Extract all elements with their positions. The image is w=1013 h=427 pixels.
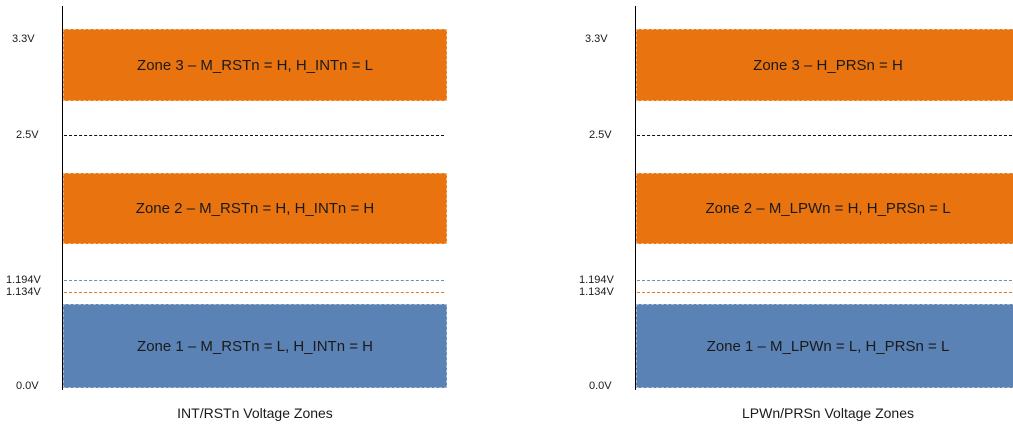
zone-3-label: Zone 3 – M_RSTn = H, H_INTn = L bbox=[137, 56, 373, 74]
zone-1-block: Zone 1 – M_LPWn = L, H_PRSn = L bbox=[636, 304, 1013, 388]
threshold-line-1v194 bbox=[64, 280, 444, 281]
voltage-axis bbox=[62, 6, 63, 390]
threshold-line-1v134 bbox=[637, 292, 1013, 293]
tick-2v5: 2.5V bbox=[589, 129, 612, 141]
zone-3-label: Zone 3 – H_PRSn = H bbox=[753, 56, 903, 74]
zone-3-block: Zone 3 – M_RSTn = H, H_INTn = L bbox=[63, 29, 447, 101]
tick-3v3: 3.3V bbox=[12, 33, 35, 45]
threshold-line-1v194 bbox=[637, 280, 1013, 281]
diagram-caption: LPWn/PRSn Voltage Zones bbox=[742, 405, 914, 421]
zone-1-label: Zone 1 – M_RSTn = L, H_INTn = H bbox=[137, 337, 373, 355]
threshold-line-1v134 bbox=[64, 292, 444, 293]
int-rstn-voltage-zones-diagram: 3.3V 2.5V 1.194V 1.134V 0.0V Zone 3 – M_… bbox=[0, 0, 460, 427]
tick-1v134: 1.134V bbox=[579, 286, 614, 298]
zone-2-label: Zone 2 – M_RSTn = H, H_INTn = H bbox=[135, 200, 375, 217]
tick-0v0: 0.0V bbox=[16, 380, 39, 392]
tick-1v194: 1.194V bbox=[579, 274, 614, 286]
tick-1v134: 1.134V bbox=[6, 286, 41, 298]
tick-3v3: 3.3V bbox=[585, 33, 608, 45]
lpwn-prsn-voltage-zones-diagram: 3.3V 2.5V 1.194V 1.134V 0.0V Zone 3 – H_… bbox=[573, 0, 1013, 427]
zone-2-block: Zone 2 – M_RSTn = H, H_INTn = H bbox=[63, 173, 447, 244]
threshold-line-2v5 bbox=[637, 135, 1013, 136]
threshold-line-2v5 bbox=[64, 135, 444, 136]
zone-2-label: Zone 2 – M_LPWn = H, H_PRSn = L bbox=[705, 200, 951, 217]
zone-1-label: Zone 1 – M_LPWn = L, H_PRSn = L bbox=[706, 337, 950, 355]
tick-2v5: 2.5V bbox=[16, 129, 39, 141]
tick-0v0: 0.0V bbox=[589, 380, 612, 392]
diagram-caption: INT/RSTn Voltage Zones bbox=[177, 405, 333, 421]
zone-1-block: Zone 1 – M_RSTn = L, H_INTn = H bbox=[63, 304, 447, 388]
zone-2-block: Zone 2 – M_LPWn = H, H_PRSn = L bbox=[636, 173, 1013, 244]
voltage-axis bbox=[635, 6, 636, 390]
tick-1v194: 1.194V bbox=[6, 274, 41, 286]
zone-3-block: Zone 3 – H_PRSn = H bbox=[636, 29, 1013, 101]
